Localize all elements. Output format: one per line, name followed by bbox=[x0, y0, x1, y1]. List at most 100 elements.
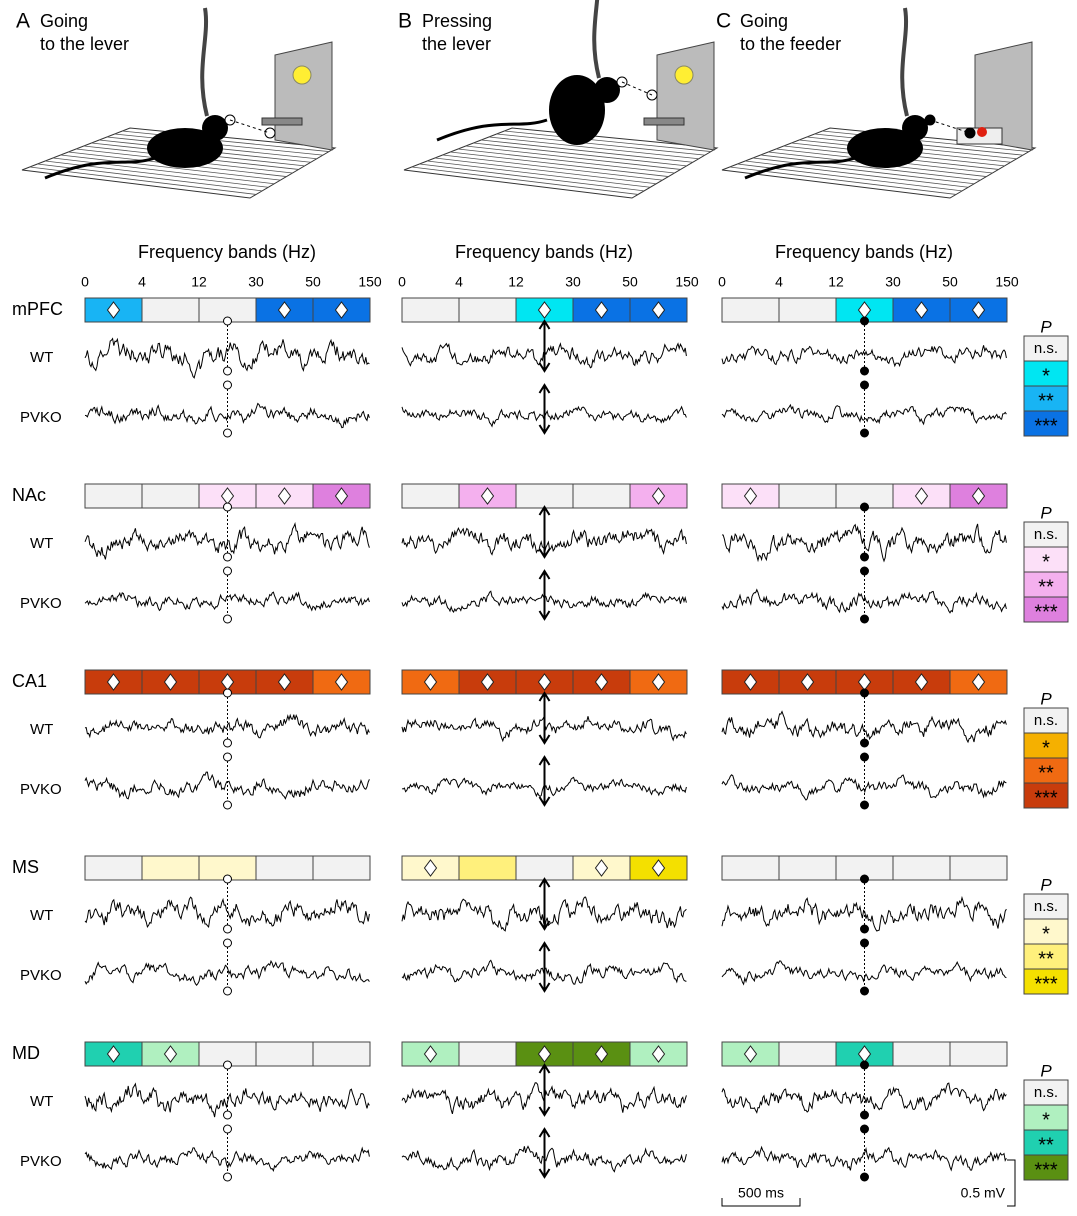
lfp-trace bbox=[85, 404, 369, 428]
event-dot bbox=[224, 925, 232, 933]
event-dot bbox=[224, 739, 232, 747]
axis-label: Frequency bands (Hz) bbox=[775, 242, 953, 262]
legend-label: ** bbox=[1038, 1134, 1054, 1156]
panel-letter: A bbox=[16, 10, 30, 33]
panel-title: Pressing bbox=[422, 11, 492, 31]
event-dot bbox=[861, 553, 869, 561]
event-dot bbox=[861, 1173, 869, 1181]
event-dot bbox=[861, 987, 869, 995]
row-label: WT bbox=[30, 535, 53, 552]
region-name: NAc bbox=[12, 485, 46, 505]
legend-label: n.s. bbox=[1034, 898, 1058, 915]
band-cell bbox=[459, 856, 516, 880]
panel-title: to the feeder bbox=[740, 34, 841, 54]
event-dot bbox=[861, 739, 869, 747]
band-cell bbox=[950, 1042, 1007, 1066]
row-label: PVKO bbox=[20, 967, 62, 984]
band-edge: 150 bbox=[358, 274, 382, 290]
panel-letter: B bbox=[398, 10, 412, 33]
band-edge: 0 bbox=[398, 274, 406, 290]
light-bulb bbox=[293, 66, 311, 84]
panel-title: to the lever bbox=[40, 34, 129, 54]
axis-label: Frequency bands (Hz) bbox=[455, 242, 633, 262]
axis-label: Frequency bands (Hz) bbox=[138, 242, 316, 262]
region-name: CA1 bbox=[12, 671, 47, 691]
mouse-head bbox=[594, 77, 620, 103]
panel-title: Going bbox=[740, 11, 788, 31]
band-cell bbox=[516, 856, 573, 880]
event-dot bbox=[861, 801, 869, 809]
row-label: WT bbox=[30, 721, 53, 738]
cable bbox=[594, 0, 599, 78]
legend-label: ** bbox=[1038, 948, 1054, 970]
band-cell bbox=[779, 484, 836, 508]
row-label: PVKO bbox=[20, 409, 62, 426]
legend-label: ** bbox=[1038, 576, 1054, 598]
row-label: WT bbox=[30, 907, 53, 924]
event-dot bbox=[861, 1061, 869, 1069]
pellet bbox=[977, 127, 987, 137]
legend-label: n.s. bbox=[1034, 340, 1058, 357]
band-edge: 12 bbox=[828, 274, 844, 290]
event-dot bbox=[224, 753, 232, 761]
band-cell bbox=[256, 1042, 313, 1066]
band-edge: 150 bbox=[995, 274, 1019, 290]
band-cell bbox=[722, 856, 779, 880]
band-cell bbox=[256, 856, 313, 880]
event-dot bbox=[224, 553, 232, 561]
event-dot bbox=[224, 689, 232, 697]
event-dot bbox=[861, 939, 869, 947]
row-label: WT bbox=[30, 1093, 53, 1110]
band-edge: 50 bbox=[305, 274, 321, 290]
legend-label: ** bbox=[1038, 762, 1054, 784]
legend-label: n.s. bbox=[1034, 712, 1058, 729]
legend-label: * bbox=[1042, 1109, 1050, 1131]
event-dot bbox=[224, 367, 232, 375]
figure: AGoingto the leverFrequency bands (Hz)04… bbox=[0, 0, 1077, 1211]
event-dot bbox=[224, 1125, 232, 1133]
band-cell bbox=[573, 484, 630, 508]
event-dot bbox=[861, 875, 869, 883]
panel-title: Going bbox=[40, 11, 88, 31]
band-cell bbox=[402, 484, 459, 508]
band-edge: 12 bbox=[508, 274, 524, 290]
row-label: PVKO bbox=[20, 1153, 62, 1170]
band-cell bbox=[142, 856, 199, 880]
band-edge: 30 bbox=[565, 274, 581, 290]
band-cell bbox=[459, 1042, 516, 1066]
cable bbox=[902, 8, 907, 116]
event-dot bbox=[861, 689, 869, 697]
event-dot bbox=[861, 317, 869, 325]
legend-label: *** bbox=[1034, 415, 1058, 437]
band-edge: 30 bbox=[248, 274, 264, 290]
cable bbox=[202, 8, 207, 116]
event-dot bbox=[861, 925, 869, 933]
band-cell bbox=[722, 298, 779, 322]
row-label: PVKO bbox=[20, 781, 62, 798]
wall bbox=[657, 42, 714, 150]
legend-label: * bbox=[1042, 923, 1050, 945]
region-name: mPFC bbox=[12, 299, 63, 319]
band-cell bbox=[85, 484, 142, 508]
event-dot bbox=[224, 875, 232, 883]
p-label: P bbox=[1040, 503, 1052, 522]
event-dot bbox=[861, 381, 869, 389]
lever bbox=[262, 118, 302, 125]
band-cell bbox=[402, 298, 459, 322]
band-edge: 12 bbox=[191, 274, 207, 290]
legend-label: * bbox=[1042, 737, 1050, 759]
event-dot bbox=[224, 939, 232, 947]
band-cell bbox=[516, 484, 573, 508]
event-dot bbox=[861, 567, 869, 575]
legend-label: ** bbox=[1038, 390, 1054, 412]
p-label: P bbox=[1040, 875, 1052, 894]
mouse-head bbox=[902, 115, 928, 141]
band-edge: 50 bbox=[622, 274, 638, 290]
legend-label: n.s. bbox=[1034, 1084, 1058, 1101]
panel-title: the lever bbox=[422, 34, 491, 54]
voltage-scale-label: 0.5 mV bbox=[961, 1185, 1006, 1201]
lfp-trace bbox=[85, 1148, 369, 1171]
band-cell bbox=[779, 856, 836, 880]
event-dot bbox=[224, 615, 232, 623]
event-dot bbox=[224, 567, 232, 575]
